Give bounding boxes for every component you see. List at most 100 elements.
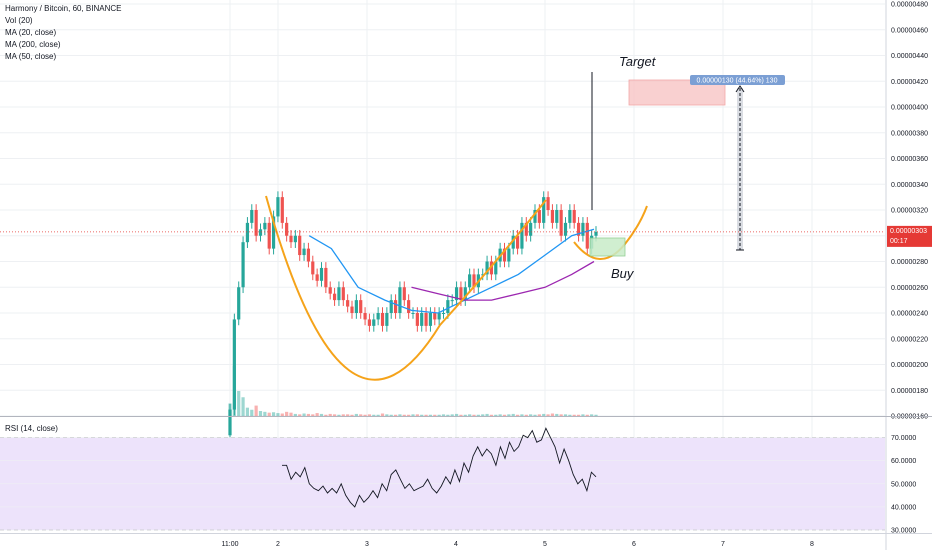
volume-bar bbox=[254, 405, 258, 416]
volume-bar bbox=[341, 414, 345, 416]
rsi-tick-label: 60.0000 bbox=[891, 458, 916, 465]
volume-bar bbox=[511, 413, 515, 416]
candle-body bbox=[354, 300, 358, 313]
y-tick-label: 0.00000380 bbox=[891, 130, 928, 137]
volume-bar bbox=[376, 414, 380, 416]
volume-bar bbox=[559, 414, 563, 416]
volume-bar bbox=[332, 414, 337, 416]
candle-body bbox=[555, 210, 559, 223]
cup-curve bbox=[265, 195, 547, 381]
volume-bar bbox=[485, 413, 489, 416]
legend-vol[interactable]: Vol (20) bbox=[5, 16, 33, 25]
candle-body bbox=[494, 261, 498, 275]
volume-bar bbox=[337, 414, 341, 416]
x-tick-label: 2 bbox=[276, 541, 280, 548]
candle-body bbox=[407, 300, 411, 313]
ma-50-line bbox=[411, 260, 595, 301]
rsi-tick-label: 40.0000 bbox=[891, 504, 916, 511]
candle-body bbox=[341, 287, 345, 301]
volume-bar bbox=[324, 414, 328, 416]
candle-body bbox=[489, 261, 494, 275]
candle-body bbox=[237, 287, 241, 320]
volume-bar bbox=[328, 413, 332, 416]
volume-bar bbox=[585, 414, 589, 416]
volume-bar bbox=[402, 414, 406, 416]
candle-body bbox=[241, 242, 245, 288]
candle-body bbox=[472, 274, 476, 288]
rsi-tick-label: 50.0000 bbox=[891, 481, 916, 488]
candle-body bbox=[385, 313, 389, 326]
candle-body bbox=[550, 210, 555, 223]
symbol-title[interactable]: Harmony / Bitcoin, 60, BINANCE bbox=[5, 4, 122, 13]
volume-bar bbox=[367, 414, 372, 416]
buy-annotation[interactable]: Buy bbox=[611, 266, 634, 281]
y-tick-label: 0.00000360 bbox=[891, 156, 928, 163]
volume-bar bbox=[581, 414, 585, 416]
legend-ma20[interactable]: MA (20, close) bbox=[5, 28, 57, 37]
measure-arrow bbox=[735, 85, 745, 93]
volume-bar bbox=[350, 414, 354, 416]
volume-bar bbox=[542, 413, 546, 416]
volume-bar bbox=[380, 413, 385, 416]
volume-bar bbox=[476, 414, 480, 416]
volume-bar bbox=[502, 414, 507, 416]
candle-body bbox=[446, 300, 450, 313]
candle-body bbox=[258, 229, 263, 236]
candle-body bbox=[502, 248, 507, 262]
y-tick-label: 0.00000480 bbox=[891, 2, 928, 9]
volume-bar bbox=[250, 409, 254, 416]
volume-bar bbox=[550, 413, 555, 416]
volume-bar bbox=[319, 413, 324, 416]
candle-body bbox=[398, 287, 402, 313]
candle-body bbox=[367, 319, 372, 326]
chart-legend: Harmony / Bitcoin, 60, BINANCE Vol (20) … bbox=[5, 3, 121, 63]
volume-bar bbox=[454, 413, 459, 416]
candle-body bbox=[228, 409, 232, 436]
candle-body bbox=[424, 313, 428, 326]
volume-bar bbox=[481, 414, 485, 416]
candle-body bbox=[363, 313, 367, 320]
volume-bar bbox=[293, 413, 297, 416]
candle-body bbox=[332, 293, 337, 301]
candle-body bbox=[529, 222, 533, 236]
candle-body bbox=[437, 313, 441, 320]
candle-body bbox=[285, 222, 289, 236]
legend-ma50[interactable]: MA (50, close) bbox=[5, 52, 57, 61]
candle-body bbox=[542, 197, 546, 223]
volume-bar bbox=[568, 414, 572, 416]
volume-bar bbox=[271, 412, 276, 416]
volume-bar bbox=[298, 414, 302, 416]
volume-bar bbox=[407, 414, 411, 416]
candle-body bbox=[293, 235, 297, 243]
y-tick-label: 0.00000240 bbox=[891, 311, 928, 318]
volume-bar bbox=[245, 407, 250, 416]
volume-bar bbox=[524, 414, 528, 416]
x-tick-label: 11:00 bbox=[222, 541, 239, 548]
rsi-line bbox=[282, 427, 597, 508]
volume-bar bbox=[494, 414, 498, 416]
price-badge-value: 0.00000303 bbox=[890, 228, 927, 235]
legend-ma200[interactable]: MA (200, close) bbox=[5, 40, 61, 49]
candle-body bbox=[454, 287, 459, 301]
volume-bars bbox=[228, 366, 598, 416]
candle-body bbox=[311, 261, 315, 275]
candle-body bbox=[315, 274, 319, 281]
candle-body bbox=[359, 300, 363, 313]
y-tick-label: 0.00000280 bbox=[891, 259, 928, 266]
candle-body bbox=[524, 222, 528, 236]
rsi-legend[interactable]: RSI (14, close) bbox=[5, 424, 58, 433]
candle-body bbox=[324, 267, 328, 288]
y-tick-label: 0.00000460 bbox=[891, 27, 928, 34]
candle-body bbox=[380, 313, 385, 326]
measure-label: 0.00000130 (44.64%) 130 bbox=[697, 78, 778, 85]
volume-bar bbox=[441, 414, 446, 416]
y-tick-label: 0.00000180 bbox=[891, 388, 928, 395]
volume-bar bbox=[372, 414, 376, 416]
target-annotation[interactable]: Target bbox=[619, 54, 656, 69]
volume-bar bbox=[359, 414, 363, 416]
x-tick-label: 3 bbox=[365, 541, 369, 548]
candle-body bbox=[559, 210, 563, 236]
candle-body bbox=[594, 231, 598, 236]
